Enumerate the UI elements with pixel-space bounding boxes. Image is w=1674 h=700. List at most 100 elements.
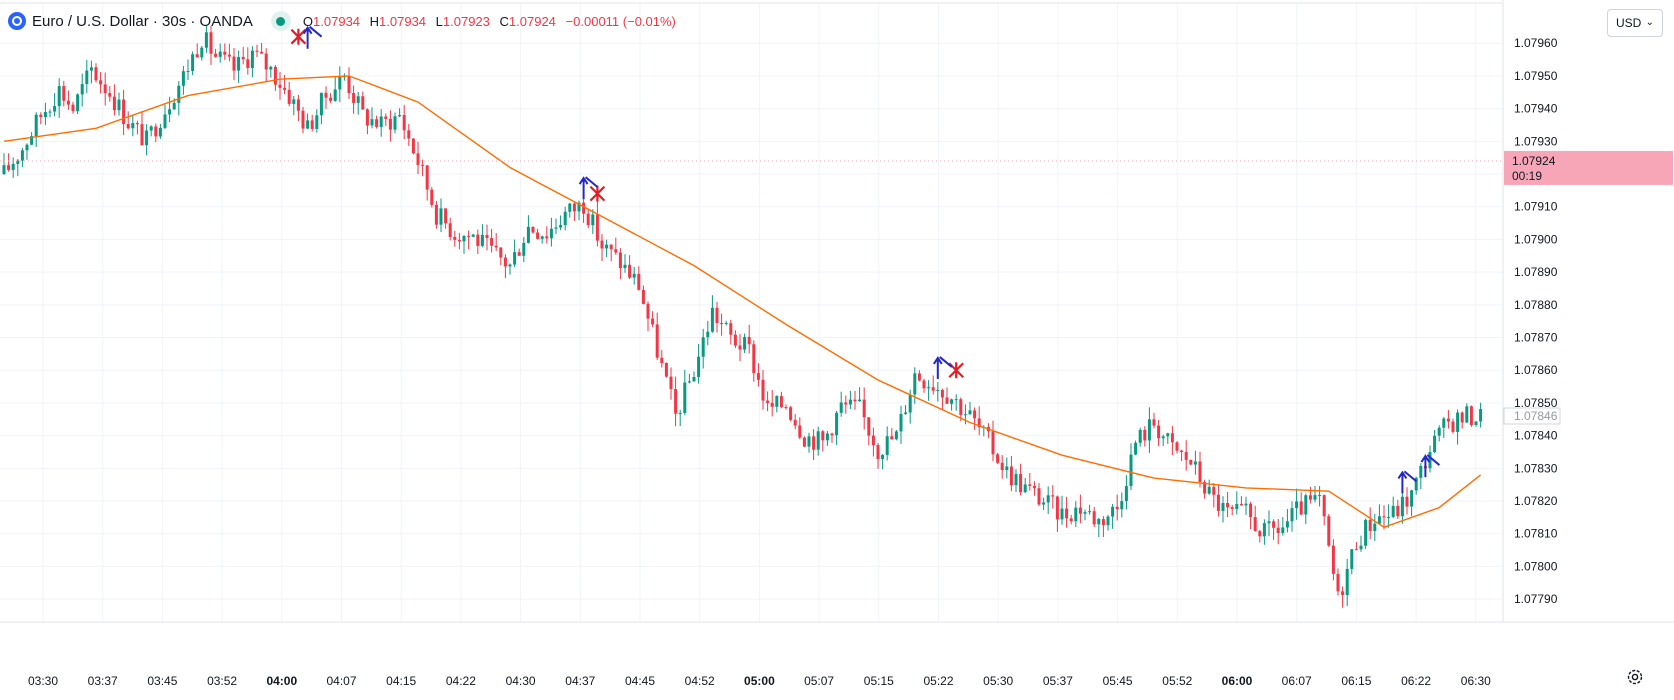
candle-body <box>388 118 392 130</box>
candle-body <box>250 50 254 68</box>
candle-body <box>586 213 590 226</box>
candle-body <box>1382 516 1386 518</box>
time-tick-label: 04:37 <box>565 674 595 688</box>
candle-body <box>223 51 227 55</box>
candle-body <box>917 373 921 381</box>
candle-body <box>954 399 958 401</box>
candle-body <box>1207 486 1211 494</box>
candle-body <box>779 396 783 408</box>
candle-body <box>536 232 540 239</box>
candle-body <box>292 99 296 104</box>
candle-body <box>490 238 494 246</box>
candle-body <box>1442 418 1446 428</box>
candle-body <box>858 399 862 402</box>
candle-body <box>517 252 521 256</box>
price-tick-label: 1.07860 <box>1514 363 1558 377</box>
candle-body <box>485 234 489 239</box>
up-arrow-icon[interactable] <box>578 176 599 200</box>
candle-body <box>577 202 581 212</box>
candle-body <box>789 407 793 420</box>
up-arrow-icon[interactable] <box>1397 470 1418 494</box>
currency-selector[interactable]: USD ⌄ <box>1607 9 1663 37</box>
candle-body <box>453 236 457 240</box>
candle-body <box>959 399 963 415</box>
candle-body <box>200 47 204 58</box>
candle-body <box>1336 573 1340 592</box>
candle-body <box>375 119 379 128</box>
cross-marker-icon[interactable] <box>290 28 307 45</box>
candle-body <box>1469 406 1473 425</box>
candle-body <box>609 244 613 250</box>
candle-body <box>149 126 153 131</box>
candle-body <box>1446 418 1450 422</box>
candle-body <box>591 214 595 226</box>
up-arrow-icon[interactable] <box>302 25 323 49</box>
time-tick-label: 05:00 <box>744 674 775 688</box>
moving-average-line <box>3 75 1482 528</box>
candle-body <box>365 109 369 126</box>
candle-body <box>683 382 687 413</box>
candle-body <box>664 363 668 377</box>
candle-body <box>641 289 645 304</box>
price-tick-label: 1.07900 <box>1514 232 1558 246</box>
candle-body <box>112 96 116 111</box>
candle-body <box>1341 591 1345 596</box>
candle-body <box>1419 466 1423 478</box>
candle-body <box>701 337 705 357</box>
candle-body <box>237 56 241 71</box>
candle-body <box>1451 421 1455 432</box>
symbol-title[interactable]: Euro / U.S. Dollar · 30s · OANDA <box>32 12 253 30</box>
candle-body <box>1060 508 1064 520</box>
candle-body <box>1230 507 1234 510</box>
candle-body <box>853 399 857 402</box>
time-tick-label: 05:52 <box>1162 674 1192 688</box>
candle-body <box>1322 495 1326 517</box>
candle-body <box>177 85 181 103</box>
candle-body <box>651 318 655 325</box>
candle-body <box>1368 519 1372 531</box>
candle-body <box>393 116 397 130</box>
candle-body <box>204 32 208 48</box>
candle-body <box>1161 436 1165 439</box>
candle-body <box>2 165 6 175</box>
candle-body <box>936 389 940 391</box>
candle-body <box>62 86 66 101</box>
candle-body <box>1078 507 1082 514</box>
candle-body <box>513 252 517 265</box>
price-tick-label: 1.07810 <box>1514 527 1558 541</box>
price-tick-label: 1.07950 <box>1514 69 1558 83</box>
candle-body <box>766 400 770 403</box>
candle-body <box>1069 518 1073 522</box>
time-tick-label: 06:15 <box>1341 674 1371 688</box>
candle-body <box>126 124 130 129</box>
candle-body <box>862 399 866 418</box>
candle-body <box>770 402 774 407</box>
candle-body <box>697 356 701 378</box>
last-price-badge <box>1504 150 1673 185</box>
up-arrow-icon[interactable] <box>1420 454 1441 478</box>
candle-body <box>1028 484 1032 486</box>
candle-body <box>743 336 747 350</box>
candle-body <box>140 124 144 146</box>
candle-body <box>89 67 93 71</box>
up-arrow-icon[interactable] <box>932 356 953 379</box>
candle-body <box>66 100 70 105</box>
candle-body <box>1272 521 1276 528</box>
candle-body <box>1400 496 1404 517</box>
candle-body <box>1212 486 1216 495</box>
candle-body <box>462 235 466 242</box>
close-label: C <box>499 13 509 29</box>
time-tick-label: 05:30 <box>983 674 1013 688</box>
candle-body <box>1391 505 1395 517</box>
gear-icon[interactable] <box>1622 664 1648 690</box>
candle-body <box>733 334 737 346</box>
candle-body <box>218 51 222 57</box>
candle-body <box>34 114 38 137</box>
candle-body <box>1019 474 1023 493</box>
change-value: −0.00011 (−0.01%) <box>565 13 676 29</box>
candle-body <box>57 86 61 107</box>
cross-marker-icon[interactable] <box>589 185 606 202</box>
chevron-down-icon: ⌄ <box>1645 17 1654 28</box>
